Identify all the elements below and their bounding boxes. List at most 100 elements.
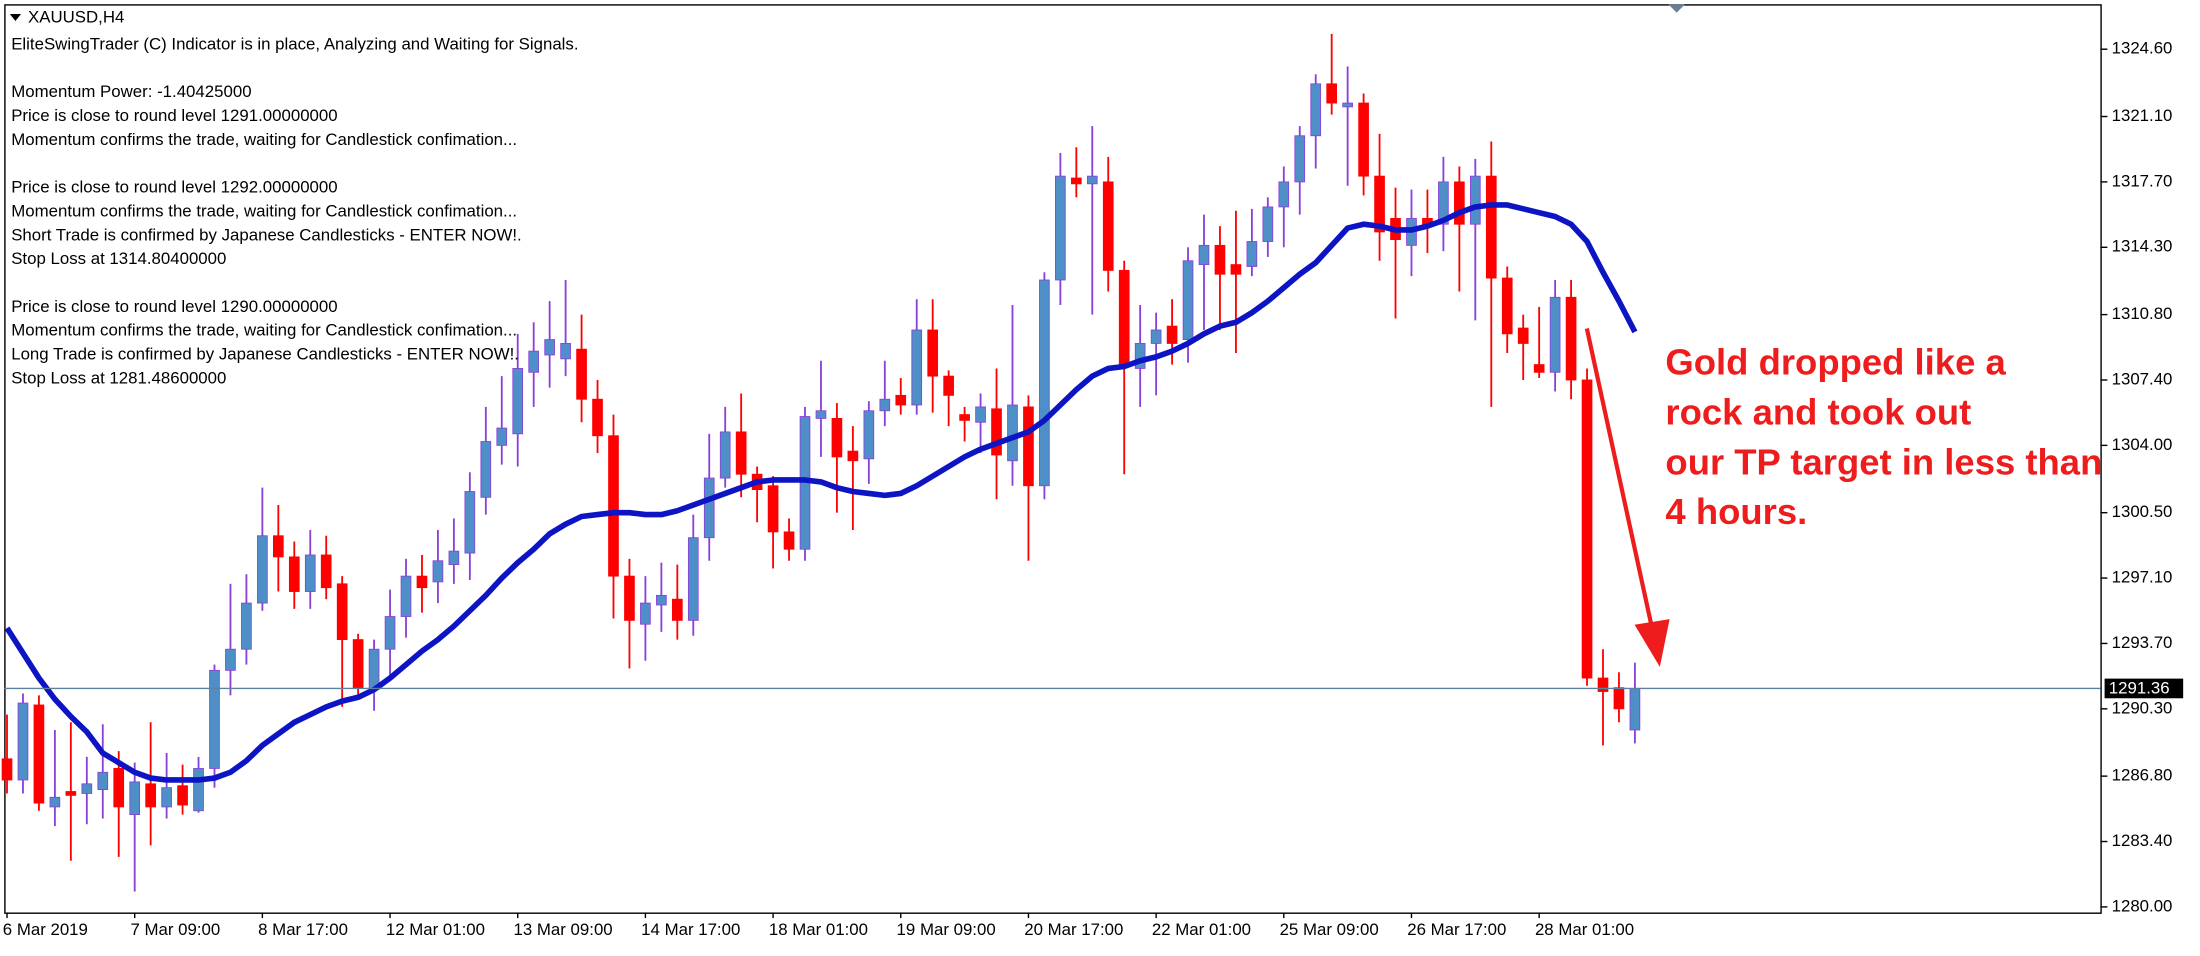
candle-body	[815, 410, 827, 419]
candle-body	[847, 450, 859, 462]
annotation-text: our TP target in less than	[1665, 441, 2102, 482]
x-tick-label: 26 Mar 17:00	[1407, 920, 1506, 939]
candle-body	[257, 535, 268, 604]
indicator-text: EliteSwingTrader (C) Indicator is in pla…	[11, 34, 578, 53]
candle-body	[1597, 677, 1609, 692]
x-tick-label: 7 Mar 09:00	[130, 920, 220, 939]
candle-body	[1485, 175, 1497, 279]
candle-body	[209, 669, 220, 769]
annotation-arrow-shaft	[1584, 328, 1655, 633]
candle-body	[687, 537, 699, 621]
y-tick-label: 1280.00	[2112, 896, 2173, 915]
y-tick-label: 1317.70	[2112, 171, 2173, 190]
candle-body	[879, 398, 891, 412]
annotation-text: rock and took out	[1665, 391, 1971, 432]
candle-body	[1134, 343, 1146, 369]
x-tick-label: 25 Mar 09:00	[1280, 920, 1379, 939]
candle-body	[1438, 181, 1449, 225]
candle-body	[592, 398, 603, 437]
candle-body	[1007, 404, 1018, 462]
candle-body	[831, 418, 843, 458]
candle-body	[1214, 244, 1226, 275]
candle-body	[432, 560, 444, 583]
candle-body	[1262, 206, 1274, 242]
candle-body	[1070, 177, 1082, 185]
candle-body	[1469, 175, 1481, 225]
candle-body	[352, 639, 364, 689]
candle-body	[65, 791, 77, 796]
candle-body	[1374, 175, 1385, 233]
candle-body	[1629, 688, 1641, 731]
indicator-text: Stop Loss at 1281.48600000	[11, 368, 226, 387]
candle-body	[193, 768, 204, 812]
candle-body	[1118, 269, 1130, 366]
y-tick-label: 1300.50	[2112, 502, 2173, 521]
candle-body	[1, 758, 13, 781]
x-tick-label: 19 Mar 09:00	[897, 920, 996, 939]
y-tick-label: 1324.60	[2112, 39, 2173, 58]
candle-body	[336, 583, 348, 641]
candle-body	[273, 535, 284, 558]
candle-body	[480, 441, 492, 498]
candle-body	[400, 575, 412, 617]
candle-body	[512, 368, 524, 435]
candle-body	[1198, 244, 1210, 266]
candle-body	[911, 329, 923, 406]
candle-body	[767, 485, 779, 533]
annotation-text: Gold dropped like a	[1665, 342, 2006, 383]
x-tick-label: 12 Mar 01:00	[386, 920, 485, 939]
y-tick-label: 1290.30	[2112, 698, 2173, 717]
indicator-text: Price is close to round level 1291.00000…	[11, 106, 337, 125]
x-tick-label: 14 Mar 17:00	[641, 920, 740, 939]
scroll-marker	[1668, 4, 1686, 13]
candle-body	[544, 339, 555, 356]
menu-arrow	[9, 14, 22, 22]
y-tick-label: 1286.80	[2112, 766, 2173, 785]
candle-body	[1086, 175, 1098, 185]
price-label: 1291.36	[2109, 679, 2170, 698]
candle-body	[81, 783, 93, 794]
annotation-arrow-head	[1634, 619, 1670, 667]
candle-body	[368, 648, 380, 691]
candle-body	[735, 431, 747, 475]
candle-body	[1310, 83, 1322, 137]
y-tick-label: 1321.10	[2112, 106, 2173, 125]
candle-body	[1613, 687, 1625, 710]
candle-body	[17, 702, 29, 781]
candle-body	[783, 531, 795, 550]
y-tick-label: 1307.40	[2112, 369, 2173, 388]
indicator-text: Momentum confirms the trade, waiting for…	[11, 321, 517, 340]
candle-body	[1565, 296, 1577, 381]
candle-body	[161, 787, 172, 808]
x-tick-label: 28 Mar 01:00	[1535, 920, 1634, 939]
candle-body	[1246, 241, 1258, 267]
y-tick-label: 1314.30	[2112, 237, 2173, 256]
candle-body	[1517, 327, 1529, 344]
candle-body	[1023, 406, 1034, 487]
plot-frame	[4, 4, 2102, 914]
candle-body	[145, 783, 156, 808]
indicator-text: Momentum Power: -1.40425000	[11, 82, 251, 101]
candle-body	[1278, 181, 1290, 208]
candle-body	[304, 554, 316, 592]
indicator-text: Price is close to round level 1292.00000…	[11, 178, 337, 197]
candle-body	[288, 556, 300, 592]
annotation-text: 4 hours.	[1665, 491, 1807, 532]
candle-body	[927, 329, 939, 377]
candle-body	[560, 343, 571, 360]
y-tick-label: 1304.00	[2112, 435, 2173, 454]
candle-body	[863, 410, 875, 460]
y-tick-label: 1293.70	[2112, 633, 2173, 652]
indicator-text: Momentum confirms the trade, waiting for…	[11, 130, 517, 149]
candle-body	[1326, 83, 1338, 104]
candle-body	[464, 491, 476, 554]
candle-body	[640, 602, 651, 625]
indicator-text: Short Trade is confirmed by Japanese Can…	[11, 225, 522, 244]
y-tick-label: 1297.10	[2112, 568, 2173, 587]
candle-body	[241, 602, 252, 650]
symbol-title: XAUUSD,H4	[28, 8, 124, 27]
candle-body	[1150, 329, 1162, 344]
